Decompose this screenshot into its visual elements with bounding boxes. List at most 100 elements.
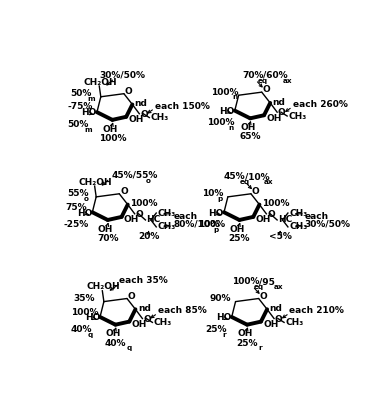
Text: o: o [84,196,89,202]
Text: 40%: 40% [105,339,126,348]
Text: -25%: -25% [63,220,88,229]
Text: 10%: 10% [198,220,219,229]
Text: 100%: 100% [130,199,158,208]
Text: HO: HO [85,313,100,322]
Text: each 210%: each 210% [289,306,344,315]
Text: eq: eq [258,78,268,83]
Text: OH: OH [132,320,147,329]
Text: eq: eq [240,179,250,185]
Text: O: O [120,187,128,196]
Text: OH: OH [98,225,113,234]
Text: 70%: 70% [243,71,264,80]
Text: ax: ax [264,179,274,185]
Text: /60%: /60% [263,71,288,80]
Text: 50%: 50% [70,89,91,98]
Text: each 85%: each 85% [158,306,207,315]
Text: 45%: 45% [224,172,246,181]
Text: 10%: 10% [201,189,223,198]
Text: HC: HC [146,215,160,225]
Text: 100%: 100% [262,199,289,208]
Text: 55%: 55% [67,189,89,198]
Text: 100%: 100% [207,118,234,127]
Text: HC: HC [278,215,292,225]
Text: CH₃: CH₃ [158,222,176,232]
Text: O: O [260,292,267,301]
Text: 100%: 100% [211,88,238,97]
Text: 75%: 75% [65,203,87,212]
Text: 40%: 40% [71,325,92,334]
Text: nd: nd [269,304,282,313]
Text: OH: OH [129,115,144,124]
Text: 90%: 90% [209,294,231,303]
Text: O: O [267,210,275,219]
Text: CH₃: CH₃ [154,318,172,327]
Text: O: O [125,87,132,96]
Text: q: q [88,332,93,338]
Text: HO: HO [82,108,97,117]
Text: 35%: 35% [73,294,94,303]
Text: OH: OH [102,124,118,134]
Text: OH: OH [240,123,256,132]
Text: nd: nd [135,99,147,108]
Text: each 260%: each 260% [292,100,347,109]
Text: 70%: 70% [97,234,118,243]
Text: CH₃: CH₃ [289,112,307,120]
Text: 100%: 100% [99,134,126,143]
Text: OH: OH [105,330,121,338]
Text: OH: OH [266,114,282,123]
Text: /10%: /10% [245,172,269,181]
Text: HO: HO [220,107,235,116]
Text: ax: ax [273,284,283,290]
Text: 80%/100%: 80%/100% [173,219,225,228]
Text: 30%/50%: 30%/50% [305,219,351,228]
Text: n: n [229,125,234,131]
Text: O: O [140,110,148,119]
Text: -75%: -75% [68,102,93,110]
Text: r: r [258,345,261,352]
Text: p: p [217,196,222,202]
Text: each: each [173,212,197,221]
Text: o: o [145,178,151,183]
Text: q: q [126,345,131,352]
Text: <5%: <5% [269,232,292,242]
Text: CH₃: CH₃ [289,222,308,232]
Text: 20%: 20% [138,232,159,242]
Text: nd: nd [138,304,151,313]
Text: each 35%: each 35% [119,276,168,285]
Text: 50%: 50% [68,120,89,129]
Text: OH: OH [229,225,245,234]
Text: 25%: 25% [229,234,250,243]
Text: ax: ax [283,78,292,83]
Text: each 150%: each 150% [155,102,210,110]
Text: OH: OH [263,320,279,329]
Text: OH: OH [124,215,139,225]
Text: 100%: 100% [71,308,98,317]
Text: eq: eq [253,284,263,290]
Text: 45%/55%: 45%/55% [112,171,158,180]
Text: 25%: 25% [236,339,258,348]
Text: 100%: 100% [232,277,259,286]
Text: p: p [213,227,218,233]
Text: 30%/50%: 30%/50% [99,71,145,80]
Text: O: O [143,315,151,324]
Text: CH₂OH: CH₂OH [83,78,117,87]
Text: CH₂OH: CH₂OH [79,178,112,187]
Text: CH₃: CH₃ [151,113,169,122]
Text: nd: nd [272,98,285,107]
Text: CH₃: CH₃ [286,318,304,327]
Text: HO: HO [77,209,92,217]
Text: m: m [87,96,94,102]
Text: O: O [263,85,270,94]
Text: HO: HO [216,313,232,322]
Text: O: O [275,315,283,324]
Text: CH₃: CH₃ [158,209,176,217]
Text: m: m [85,127,92,133]
Text: CH₃: CH₃ [289,209,308,217]
Text: O: O [128,292,136,301]
Text: O: O [136,210,143,219]
Text: O: O [252,187,260,196]
Text: OH: OH [256,215,271,225]
Text: 65%: 65% [240,132,261,142]
Text: each: each [305,212,329,221]
Text: O: O [278,108,286,117]
